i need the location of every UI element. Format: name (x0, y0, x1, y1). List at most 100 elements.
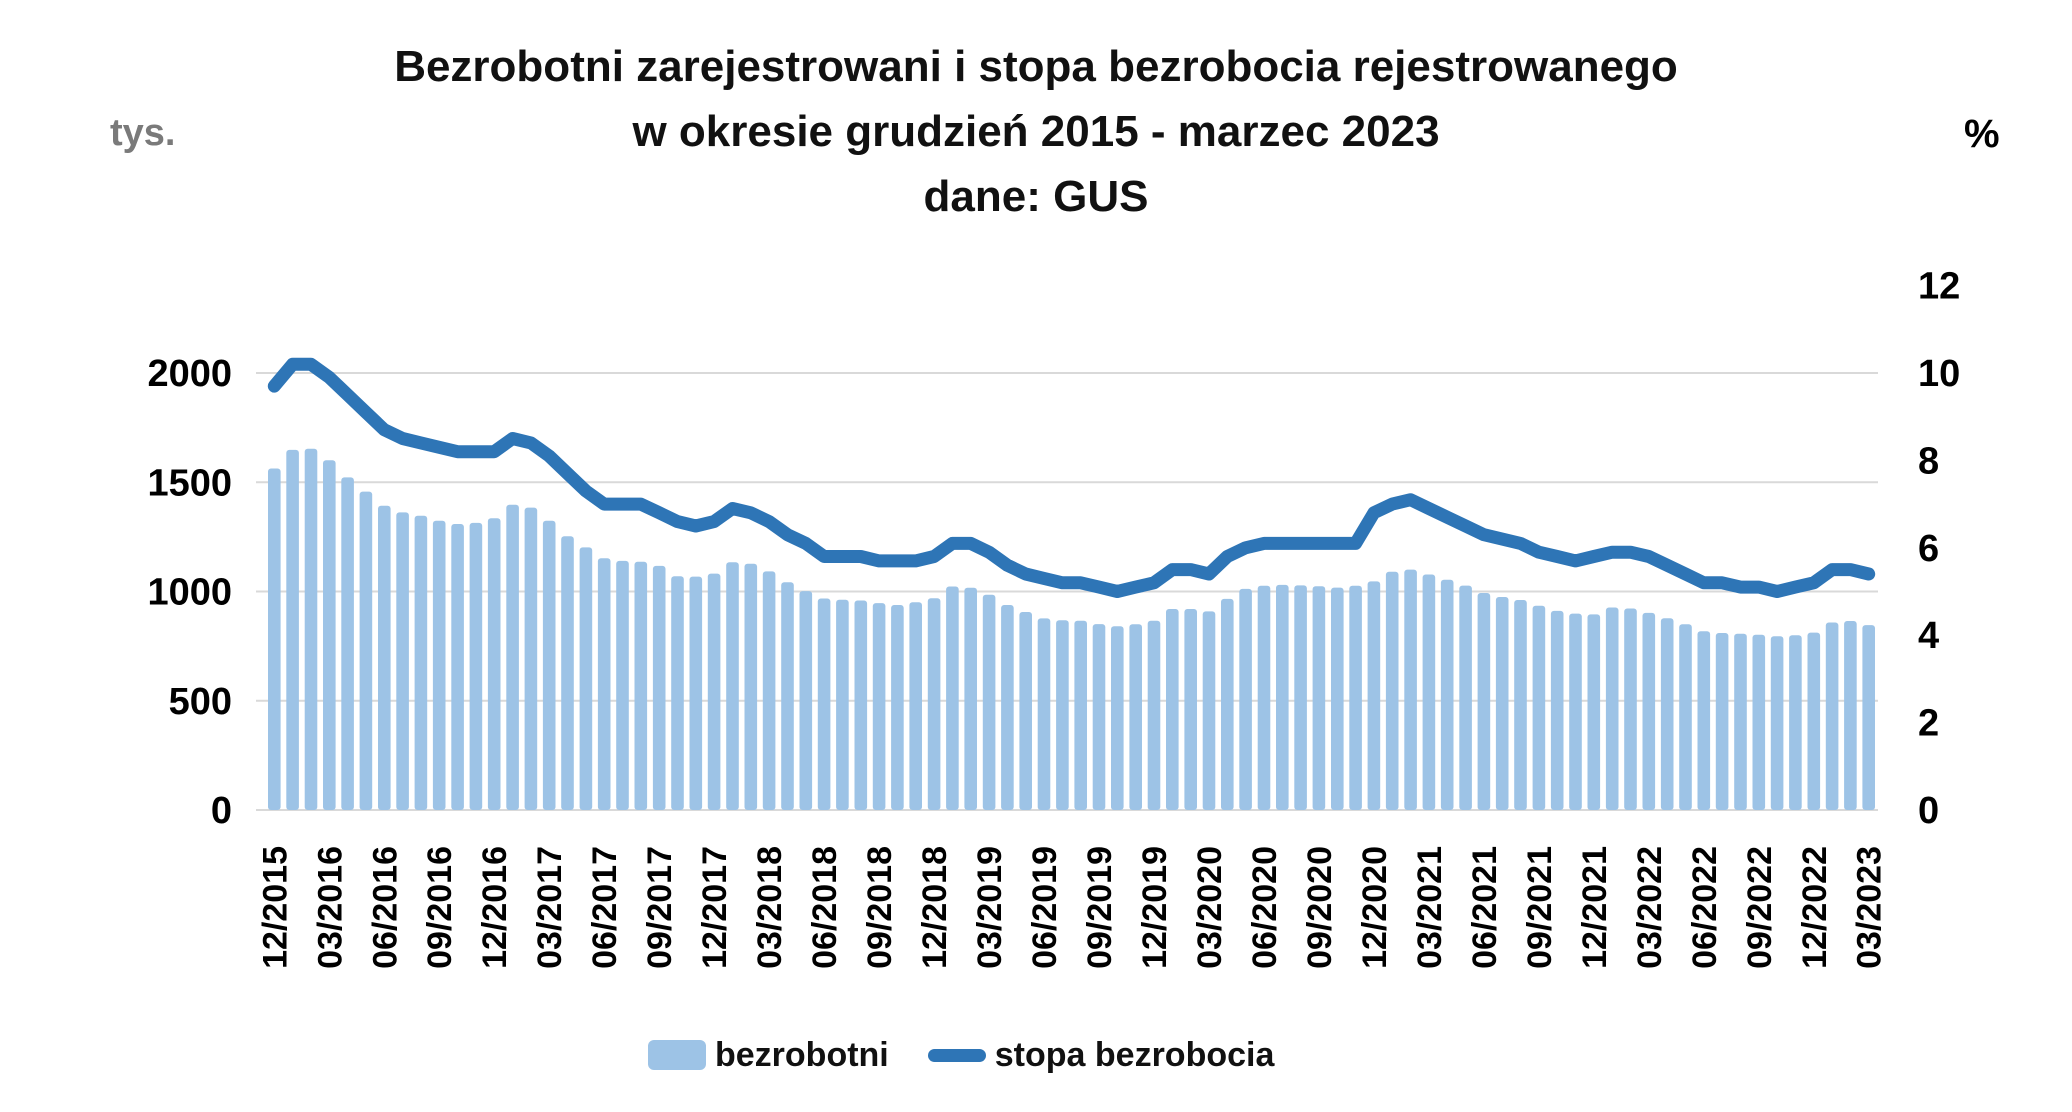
bar (359, 491, 373, 810)
bar (1825, 622, 1839, 810)
left-axis-tick: 1500 (147, 462, 232, 504)
bar (323, 460, 336, 810)
bar (414, 515, 428, 810)
bar (1495, 597, 1509, 810)
x-axis-tick: 03/2017 (531, 846, 569, 969)
bar (1184, 609, 1197, 810)
right-axis-tick: 12 (1918, 266, 1960, 308)
bar (542, 520, 556, 810)
bar (1440, 579, 1454, 810)
right-axis-tick: 8 (1918, 440, 1939, 482)
bar (1642, 612, 1656, 810)
x-axis-tick: 12/2022 (1796, 846, 1834, 969)
bar (1074, 620, 1087, 810)
bar (1605, 607, 1619, 810)
bar (1770, 636, 1784, 810)
bar (597, 558, 611, 810)
x-axis-tick: 03/2022 (1631, 846, 1669, 969)
bars-series (268, 448, 1875, 810)
bar (1459, 585, 1472, 810)
bar (1367, 581, 1381, 810)
left-axis-tick: 0 (211, 790, 232, 832)
bar (799, 591, 813, 810)
bar (524, 507, 538, 810)
x-axis-labels: 12/2015 03/2016 06/2016 09/2016 12/2016 03/20… (256, 846, 1888, 969)
x-axis-tick: 09/2017 (641, 846, 679, 969)
bar (1239, 588, 1252, 810)
bar (341, 477, 354, 810)
bar (1257, 585, 1271, 810)
rate-line (267, 357, 1876, 598)
x-axis-tick: 12/2021 (1576, 846, 1614, 969)
x-axis-tick: 03/2019 (971, 846, 1009, 969)
bar (964, 587, 977, 810)
x-axis-tick: 12/2017 (696, 846, 734, 969)
bar (1202, 611, 1216, 810)
bar (671, 576, 684, 810)
x-axis-tick: 06/2019 (1026, 846, 1064, 969)
bar (561, 536, 574, 810)
bar (781, 582, 794, 810)
bar (1019, 612, 1032, 810)
bar (982, 594, 996, 810)
bar (1532, 605, 1546, 810)
bar (1789, 635, 1802, 810)
bar (1221, 598, 1234, 810)
bar (634, 561, 648, 810)
bar (1660, 618, 1674, 810)
bar (946, 586, 959, 810)
bar (432, 520, 446, 810)
bar (909, 602, 922, 810)
legend: bezrobotni stopa bezrobocia (648, 1038, 1274, 1072)
bar (1715, 633, 1729, 810)
right-axis-unit-label: % (1964, 112, 2000, 156)
bar (1734, 633, 1747, 810)
bar (1587, 614, 1601, 810)
x-axis-tick: 09/2021 (1521, 846, 1559, 969)
title-line-3: dane: GUS (923, 172, 1149, 221)
bar (652, 565, 666, 810)
bar (1129, 624, 1142, 810)
bar (1569, 613, 1582, 810)
bar (268, 468, 281, 810)
legend-line-swatch (927, 1048, 986, 1062)
bar (872, 603, 886, 810)
x-axis-tick: 12/2016 (476, 846, 514, 969)
bar (1056, 620, 1069, 810)
x-axis-tick: 06/2022 (1686, 846, 1724, 969)
x-axis-tick: 06/2021 (1466, 846, 1504, 969)
bar (1624, 608, 1637, 810)
x-axis-tick: 09/2018 (861, 846, 899, 969)
x-axis-tick: 06/2018 (806, 846, 844, 969)
x-axis-tick: 03/2023 (1851, 846, 1889, 969)
bar (1166, 609, 1179, 810)
left-axis-tick: 2000 (147, 353, 232, 395)
bar (487, 518, 501, 810)
bar (762, 571, 776, 810)
bar (1679, 624, 1692, 810)
bar (1422, 574, 1436, 810)
bar (1477, 593, 1491, 810)
bar (1001, 605, 1014, 810)
x-axis-tick: 12/2015 (256, 846, 294, 969)
bar (396, 512, 409, 810)
bar (707, 573, 721, 810)
title-line-2: w okresie grudzień 2015 - marzec 2023 (632, 107, 1440, 156)
legend-bar-label: bezrobotni (715, 1036, 889, 1074)
bar (469, 522, 483, 810)
right-axis-tick: 2 (1918, 703, 1939, 745)
bar (836, 599, 849, 810)
bar (927, 598, 941, 810)
x-axis-tick: 09/2022 (1741, 846, 1779, 969)
bar (1111, 626, 1124, 810)
x-axis-tick: 09/2020 (1301, 846, 1339, 969)
right-axis-tick: 10 (1918, 353, 1960, 395)
right-axis-tick: 4 (1918, 615, 1939, 657)
bar (1550, 610, 1564, 810)
x-axis-tick: 06/2020 (1246, 846, 1284, 969)
x-axis-tick: 03/2018 (751, 846, 789, 969)
bar (689, 576, 703, 810)
left-axis-unit-label: tys. (110, 112, 176, 154)
